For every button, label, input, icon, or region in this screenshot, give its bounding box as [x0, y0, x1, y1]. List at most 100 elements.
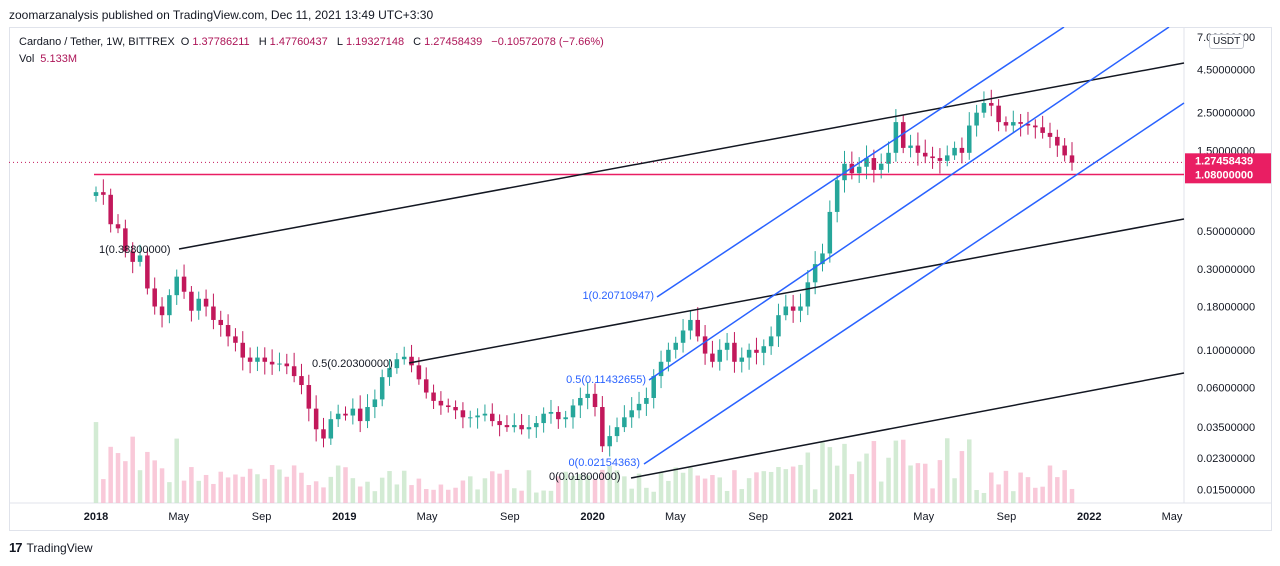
volume-bar: [651, 491, 656, 503]
volume-bar: [886, 457, 891, 503]
candle-body: [497, 421, 502, 426]
volume-bar: [467, 476, 473, 503]
volume-bar: [365, 481, 370, 503]
candle-body: [878, 163, 884, 170]
candle-body: [614, 427, 620, 437]
candle-body: [981, 103, 987, 113]
volume-bar: [321, 487, 326, 503]
candle-body: [805, 282, 811, 307]
volume-bar: [1003, 470, 1009, 503]
close-value: 1.27458439: [424, 36, 483, 48]
candle-body: [1069, 155, 1075, 163]
y-tick-label: 0.18000000: [1197, 302, 1255, 314]
candle-body: [629, 410, 634, 418]
candle-body: [247, 357, 253, 362]
candle-body: [989, 103, 994, 106]
volume-bar: [225, 477, 231, 503]
x-tick-label: May: [913, 511, 934, 523]
candle-body: [321, 429, 326, 439]
candle-body: [732, 342, 737, 362]
candle-body: [284, 363, 290, 367]
candle-body: [240, 342, 246, 358]
blue-channel-top-line: [656, 27, 1065, 298]
ohlc-legend: Cardano / Tether, 1W, BITTREX O 1.3778621…: [19, 36, 610, 48]
y-tick-label: 0.06000000: [1197, 382, 1255, 394]
high-label: H: [258, 36, 267, 48]
volume-bar: [123, 461, 128, 503]
volume-bar: [401, 470, 407, 503]
volume-bar: [585, 475, 590, 503]
x-tick-label: Sep: [252, 511, 272, 523]
x-tick-label: 2022: [1077, 511, 1101, 523]
volume-bar: [145, 451, 150, 503]
volume-bar: [717, 477, 723, 503]
candle-body: [101, 192, 106, 195]
candle-body: [827, 211, 833, 254]
volume-bar: [658, 472, 664, 503]
candle-body: [563, 417, 568, 420]
high-value: 1.47760437: [269, 36, 328, 48]
candle-body: [306, 385, 312, 409]
candle-body: [768, 336, 774, 347]
candle-body: [761, 346, 767, 353]
candle-body: [864, 158, 869, 167]
candle-body: [930, 156, 935, 159]
price-chart[interactable]: 7.000000004.500000002.500000001.50000000…: [9, 27, 1272, 531]
candle-body: [416, 365, 422, 380]
candle-body: [482, 413, 488, 416]
x-tick-label: Sep: [748, 511, 768, 523]
candle-body: [1033, 125, 1038, 128]
candle-body: [372, 399, 378, 408]
volume-bar: [240, 476, 246, 503]
candle-body: [269, 361, 275, 365]
candle-body: [776, 315, 781, 337]
volume-bar: [989, 472, 994, 503]
fib-channel-top-line: [178, 62, 1185, 250]
volume-value: 5.133M: [40, 53, 77, 65]
volume-bar: [350, 478, 356, 503]
candle-body: [453, 407, 458, 411]
volume-bar: [137, 470, 143, 503]
open-value: 1.37786211: [192, 36, 250, 48]
volume-bar: [900, 439, 906, 503]
candle-body: [967, 125, 972, 153]
channel-level-label: 0(0.01800000): [549, 471, 621, 483]
volume-bar: [159, 468, 165, 503]
currency-selector-button[interactable]: USDT: [1209, 34, 1245, 49]
volume-bar: [548, 490, 554, 503]
volume-bar: [93, 422, 99, 503]
candle-body: [695, 319, 701, 337]
candle-body: [1011, 122, 1016, 126]
x-tick-label: May: [1162, 511, 1183, 523]
volume-bar: [666, 480, 671, 503]
published-info: zoomarzanalysis published on TradingView…: [9, 8, 434, 22]
candle-body: [189, 291, 194, 311]
candle-body: [746, 349, 752, 358]
candle-body: [974, 112, 979, 126]
volume-bar: [644, 487, 649, 503]
candle-body: [512, 425, 517, 428]
candle-body: [475, 415, 480, 418]
candle-body: [541, 413, 546, 424]
volume-bar: [1069, 488, 1075, 503]
candle-body: [225, 325, 231, 337]
candle-body: [556, 411, 561, 420]
volume-bar: [798, 464, 803, 503]
symbol-title[interactable]: Cardano / Tether, 1W, BITTREX: [19, 36, 175, 48]
volume-bar: [1055, 477, 1060, 503]
volume-bar: [790, 466, 796, 503]
candle-body: [959, 147, 965, 153]
volume-bar: [306, 485, 312, 503]
x-tick-label: May: [168, 511, 189, 523]
volume-bar: [673, 467, 678, 503]
volume-bar: [379, 477, 385, 503]
volume-bar: [218, 471, 224, 503]
volume-bar: [497, 473, 502, 503]
candle-body: [871, 158, 877, 170]
close-label: C: [413, 36, 422, 48]
volume-bar: [688, 467, 693, 503]
candle-body: [152, 288, 157, 307]
candle-body: [262, 357, 268, 362]
volume-bar: [695, 475, 701, 503]
volume-bar: [981, 492, 987, 503]
